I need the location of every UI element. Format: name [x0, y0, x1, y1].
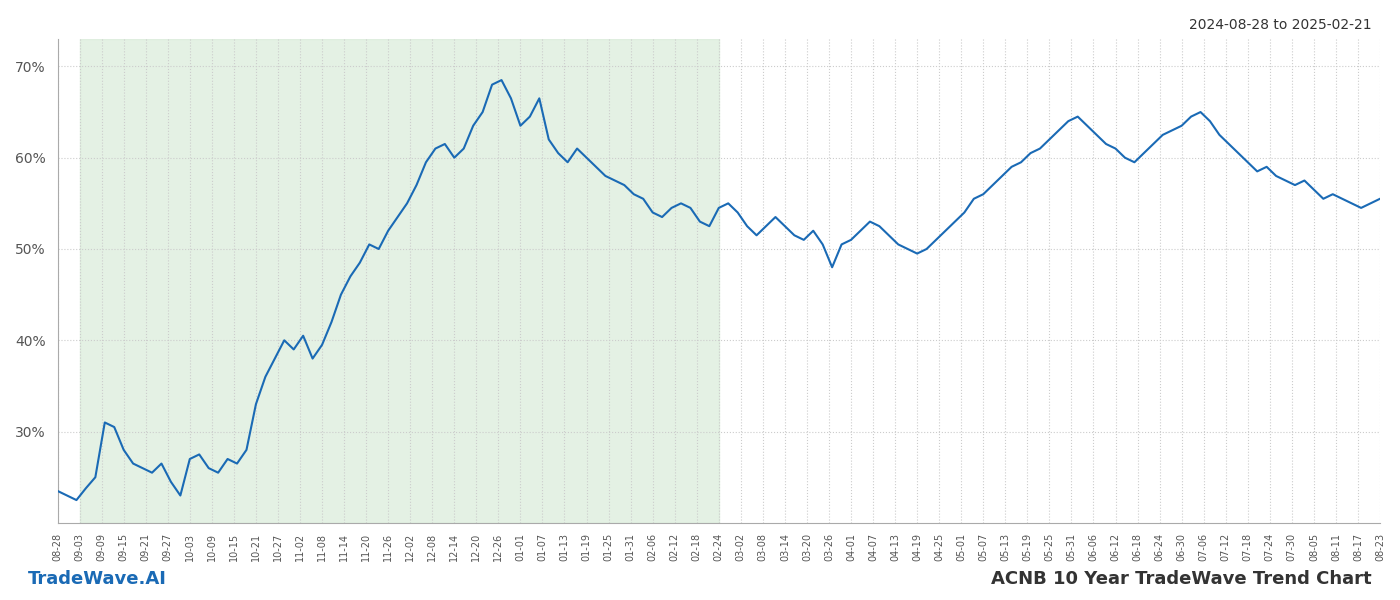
Text: TradeWave.AI: TradeWave.AI	[28, 570, 167, 588]
Text: ACNB 10 Year TradeWave Trend Chart: ACNB 10 Year TradeWave Trend Chart	[991, 570, 1372, 588]
Bar	[80, 39, 718, 523]
Text: 2024-08-28 to 2025-02-21: 2024-08-28 to 2025-02-21	[1190, 18, 1372, 32]
